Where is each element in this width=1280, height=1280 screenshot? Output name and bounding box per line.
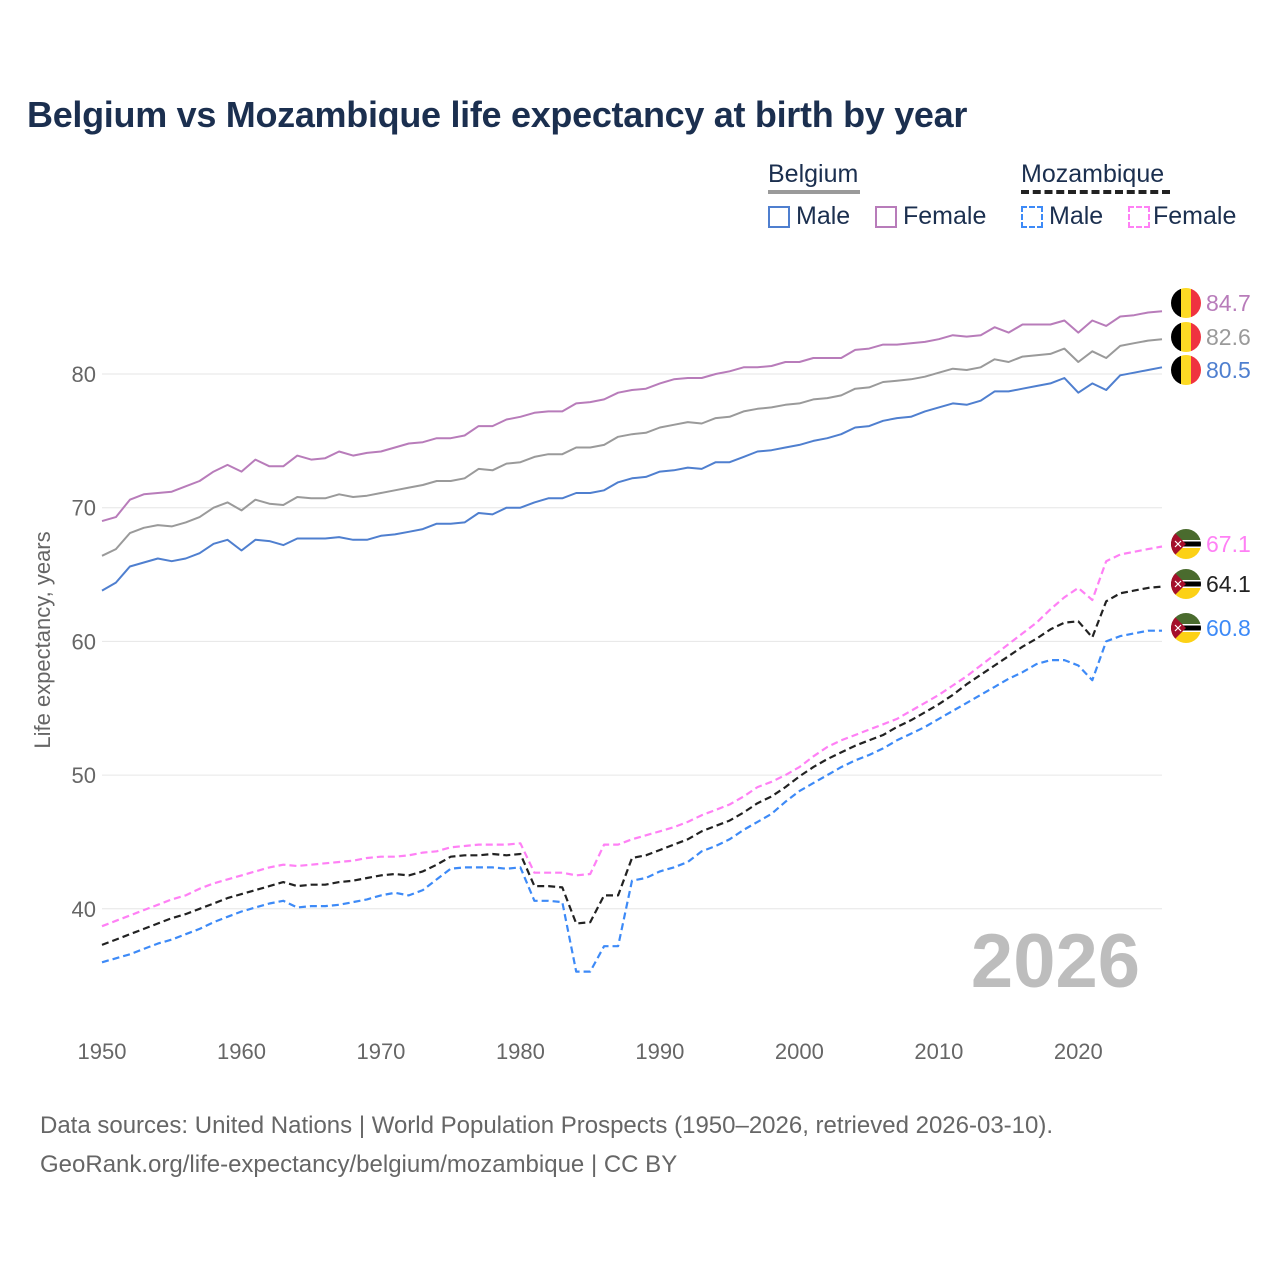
- x-tick-label: 1990: [635, 1039, 684, 1064]
- legend-label: Male: [796, 202, 851, 230]
- series-line-belgium-total[interactable]: [101, 338, 1163, 557]
- footer-link[interactable]: GeoRank.org/life-expectancy/belgium/moza…: [40, 1151, 678, 1178]
- mozambique-flag-icon: [1171, 613, 1201, 643]
- belgium-flag-icon: [1171, 288, 1201, 318]
- footer-sources: Data sources: United Nations | World Pop…: [40, 1112, 1054, 1139]
- legend-swatch-mozambique-female: [1128, 205, 1150, 228]
- end-value-label: 67.1: [1206, 531, 1251, 557]
- y-tick-label: 40: [72, 897, 96, 922]
- year-annotation: 2026: [970, 919, 1140, 1004]
- series-line-mozambique-total[interactable]: [101, 585, 1163, 946]
- chart-title: Belgium vs Mozambique life expectancy at…: [27, 94, 968, 135]
- legend-swatch-mozambique-male: [1021, 205, 1043, 228]
- y-tick-label: 80: [72, 362, 96, 387]
- series-line-mozambique-male[interactable]: [101, 629, 1162, 973]
- legend-mozambique-female[interactable]: Female: [1128, 202, 1236, 231]
- footer: Data sources: United Nations | World Pop…: [40, 1106, 1053, 1184]
- mozambique-flag-icon: [1171, 529, 1201, 559]
- mozambique-flag-icon: [1171, 569, 1201, 599]
- x-tick-label: 2020: [1054, 1039, 1103, 1064]
- legend-belgium-label: Belgium: [768, 160, 859, 188]
- legend-mozambique-line: [1021, 190, 1170, 194]
- belgium-flag-icon: [1171, 322, 1201, 352]
- y-tick-label: 60: [72, 629, 96, 654]
- end-value-label: 82.6: [1206, 324, 1251, 350]
- legend-mozambique-header: Mozambique: [1021, 160, 1170, 194]
- legend-belgium-female[interactable]: Female: [875, 202, 986, 231]
- x-tick-label: 1960: [217, 1039, 266, 1064]
- x-tick-label: 2000: [775, 1039, 824, 1064]
- legend-label: Male: [1049, 202, 1104, 230]
- x-tick-label: 1970: [356, 1039, 405, 1064]
- legend-swatch-belgium-female: [875, 205, 897, 228]
- series-line-belgium-female[interactable]: [101, 310, 1163, 523]
- legend-label: Female: [1153, 202, 1237, 230]
- belgium-flag-icon: [1171, 355, 1201, 385]
- series-line-mozambique-female[interactable]: [101, 545, 1163, 928]
- end-value-label: 84.7: [1206, 290, 1251, 316]
- legend-belgium-male[interactable]: Male: [768, 202, 850, 231]
- x-tick-label: 1980: [496, 1039, 545, 1064]
- legend-belgium-header: Belgium: [768, 160, 860, 194]
- end-value-label: 80.5: [1206, 357, 1251, 383]
- y-tick-label: 70: [72, 496, 96, 521]
- legend-mozambique-male[interactable]: Male: [1021, 202, 1103, 231]
- legend-mozambique: Mozambique Male Female: [1021, 160, 1261, 240]
- y-axis-label: Life expectancy, years: [30, 531, 55, 748]
- end-value-label: 64.1: [1206, 571, 1251, 597]
- legend-belgium: Belgium Male Female: [768, 160, 998, 240]
- x-tick-label: 2010: [914, 1039, 963, 1064]
- end-value-label: 60.8: [1206, 615, 1251, 641]
- y-tick-label: 50: [72, 763, 96, 788]
- legend-label: Female: [903, 202, 987, 230]
- legend-swatch-belgium-male: [768, 205, 790, 228]
- legend-mozambique-label: Mozambique: [1021, 160, 1165, 188]
- x-tick-label: 1950: [78, 1039, 127, 1064]
- series-line-belgium-male[interactable]: [101, 366, 1163, 592]
- legend-belgium-line: [768, 190, 860, 194]
